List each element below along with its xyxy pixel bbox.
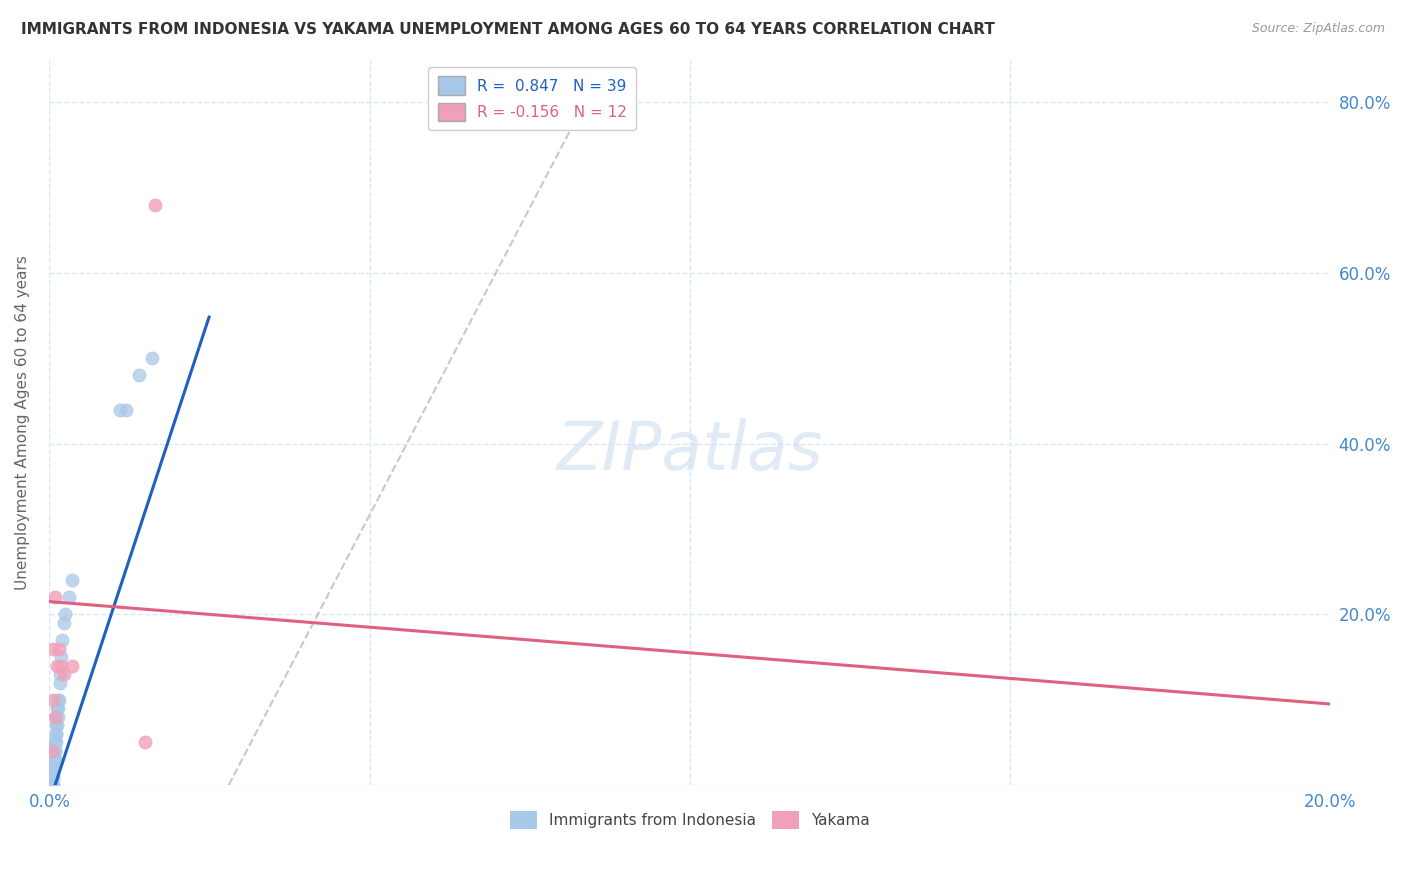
Point <box>45 727 67 741</box>
Point <box>128 368 150 383</box>
Point <box>44 710 66 724</box>
Point <box>44 752 66 766</box>
Point <box>44 735 66 749</box>
Point <box>48 675 70 690</box>
Point <box>141 351 163 366</box>
Point <box>41 778 63 792</box>
Point <box>55 607 77 622</box>
Point <box>42 770 65 784</box>
Point <box>45 727 67 741</box>
Point <box>41 778 63 792</box>
Point <box>41 692 63 706</box>
Point <box>46 658 69 673</box>
Point <box>45 710 67 724</box>
Point <box>49 667 72 681</box>
Text: Source: ZipAtlas.com: Source: ZipAtlas.com <box>1251 22 1385 36</box>
Point <box>48 692 70 706</box>
Point <box>58 591 80 605</box>
Point <box>46 701 69 715</box>
Point <box>46 718 69 732</box>
Point <box>60 574 83 588</box>
Point <box>41 744 63 758</box>
Point <box>134 735 156 749</box>
Point <box>45 735 67 749</box>
Point <box>52 667 75 681</box>
Point <box>42 761 65 775</box>
Point <box>41 770 63 784</box>
Point <box>48 701 70 715</box>
Point <box>143 197 166 211</box>
Point <box>51 632 73 647</box>
Point <box>52 615 75 630</box>
Point <box>46 692 69 706</box>
Point <box>44 591 66 605</box>
Y-axis label: Unemployment Among Ages 60 to 64 years: Unemployment Among Ages 60 to 64 years <box>15 255 30 590</box>
Point <box>41 778 63 792</box>
Point <box>41 778 63 792</box>
Point <box>42 641 65 656</box>
Point <box>49 658 72 673</box>
Point <box>60 658 83 673</box>
Point <box>48 641 70 656</box>
Point <box>46 710 69 724</box>
Text: ZIPatlas: ZIPatlas <box>557 418 823 484</box>
Point <box>108 402 131 417</box>
Point <box>42 761 65 775</box>
Point <box>42 752 65 766</box>
Point <box>41 778 63 792</box>
Point <box>44 744 66 758</box>
Point <box>45 718 67 732</box>
Text: IMMIGRANTS FROM INDONESIA VS YAKAMA UNEMPLOYMENT AMONG AGES 60 TO 64 YEARS CORRE: IMMIGRANTS FROM INDONESIA VS YAKAMA UNEM… <box>21 22 995 37</box>
Point <box>41 778 63 792</box>
Legend: Immigrants from Indonesia, Yakama: Immigrants from Indonesia, Yakama <box>503 805 876 836</box>
Point <box>44 744 66 758</box>
Point <box>41 778 63 792</box>
Point <box>49 650 72 665</box>
Point <box>115 402 138 417</box>
